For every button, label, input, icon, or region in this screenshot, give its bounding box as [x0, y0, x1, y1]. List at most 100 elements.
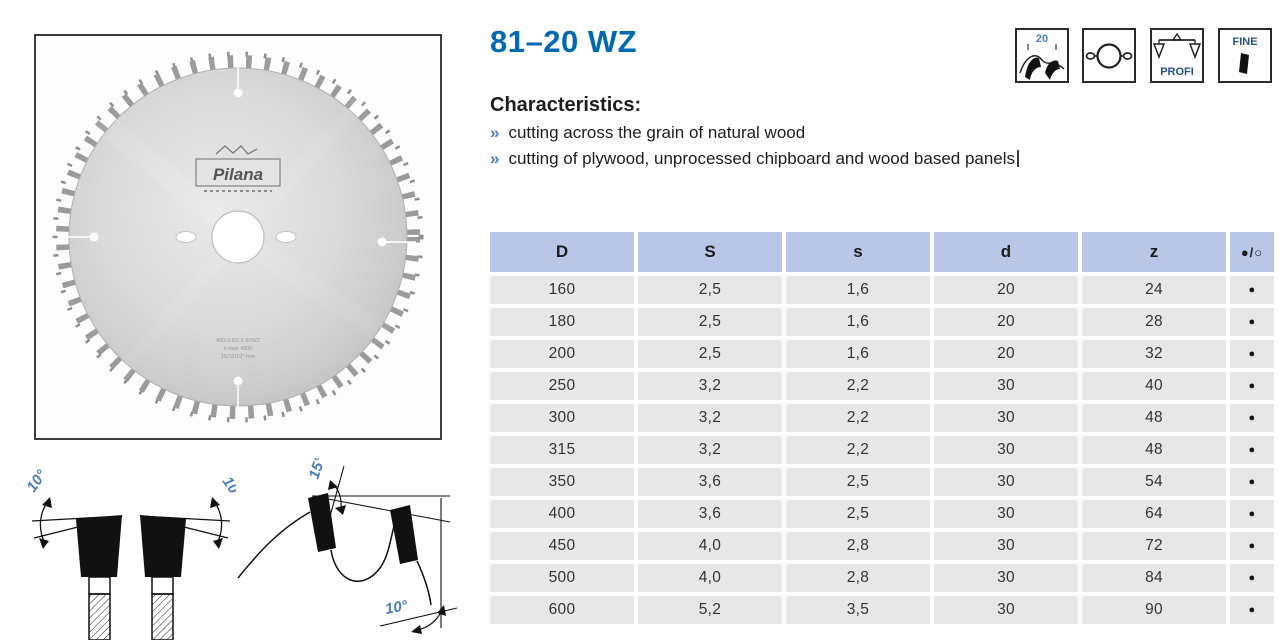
pin-hole-right	[275, 231, 297, 243]
table-cell: 2,2	[786, 404, 930, 432]
fine-finish-badge: FINE	[1218, 28, 1272, 83]
table-cell: 2,2	[786, 436, 930, 464]
availability-dot-cell: ●	[1230, 468, 1274, 496]
table-cell: 3,6	[638, 500, 782, 528]
table-cell: 500	[490, 564, 634, 592]
bore-pinholes-icon	[1085, 43, 1133, 69]
right-tooth	[140, 515, 186, 577]
bore-badge	[1082, 28, 1136, 83]
table-cell: 2,2	[786, 372, 930, 400]
table-cell: 200	[490, 340, 634, 368]
tooth-pitch-badge: 20	[1015, 28, 1069, 83]
table-cell: 20	[934, 308, 1078, 336]
left-tooth	[76, 515, 122, 577]
characteristics-heading: Characteristics:	[490, 94, 642, 116]
center-bore	[211, 210, 265, 264]
availability-dot-cell: ●	[1230, 308, 1274, 336]
table-header-cell: s	[786, 232, 930, 272]
table-cell: 160	[490, 276, 634, 304]
chip-icon	[1239, 53, 1249, 74]
saw-blade-image: Pilana 400-3,6/2,5 60WZ n max 4800 15/10…	[52, 51, 424, 423]
table-cell: 3,5	[786, 596, 930, 624]
logo-squiggle	[215, 145, 258, 155]
availability-dot-cell: ●	[1230, 340, 1274, 368]
tooth-front-view-diagram: 10° 10°	[26, 466, 236, 640]
table-cell: 30	[934, 500, 1078, 528]
availability-dot-cell: ●	[1230, 372, 1274, 400]
table-cell: 300	[490, 404, 634, 432]
table-cell: 4,0	[638, 564, 782, 592]
table-cell: 2,5	[786, 500, 930, 528]
side-right-tooth	[390, 505, 418, 564]
fine-label: FINE	[1232, 36, 1257, 48]
table-header-cell: D	[490, 232, 634, 272]
svg-text:n max 4800: n max 4800	[224, 346, 253, 352]
table-cell: 2,5	[638, 340, 782, 368]
table-cell: 30	[934, 564, 1078, 592]
table-cell: 2,5	[638, 308, 782, 336]
front-left-angle-label: 10°	[26, 466, 51, 495]
text-cursor	[1017, 150, 1019, 167]
table-cell: 450	[490, 532, 634, 560]
tooth-profile-icon	[1019, 44, 1065, 80]
table-cell: 1,6	[786, 308, 930, 336]
table-cell: 84	[1082, 564, 1226, 592]
bullet-text-1[interactable]: cutting across the grain of natural wood	[508, 123, 806, 142]
table-cell: 30	[934, 596, 1078, 624]
table-cell: 30	[934, 372, 1078, 400]
table-cell: 30	[934, 404, 1078, 432]
table-cell: 600	[490, 596, 634, 624]
table-cell: 90	[1082, 596, 1226, 624]
table-cell: 24	[1082, 276, 1226, 304]
svg-text:400-3,6/2,5 60WZ: 400-3,6/2,5 60WZ	[216, 338, 261, 344]
blade-teeth-ring	[56, 55, 420, 419]
table-cell: 250	[490, 372, 634, 400]
bullet-text-2[interactable]: cutting of plywood, unprocessed chipboar…	[508, 149, 1016, 168]
table-cell: 1,6	[786, 340, 930, 368]
scale-icon	[1152, 32, 1202, 60]
blade-photo-frame: Pilana 400-3,6/2,5 60WZ n max 4800 15/10…	[34, 34, 442, 440]
table-cell: 32	[1082, 340, 1226, 368]
table-cell: 3,2	[638, 436, 782, 464]
table-header-cell: ●/○	[1230, 232, 1274, 272]
side-bottom-angle-label: 10°	[384, 597, 410, 618]
table-cell: 20	[934, 276, 1078, 304]
table-cell: 48	[1082, 436, 1226, 464]
availability-dot-cell: ●	[1230, 564, 1274, 592]
profi-label: PROFI	[1160, 66, 1194, 78]
svg-text:15/10/10° mm: 15/10/10° mm	[221, 354, 256, 360]
product-code-title: 81–20 WZ	[490, 24, 638, 59]
tooth-side-view-diagram: 15° 10°	[237, 458, 458, 634]
profi-quality-badge: PROFI	[1150, 28, 1204, 83]
side-top-angle-label: 15°	[306, 458, 329, 481]
bullet-marker: »	[490, 123, 500, 142]
availability-dot-cell: ●	[1230, 276, 1274, 304]
blade-etched-text: 400-3,6/2,5 60WZ n max 4800 15/10/10° mm	[216, 338, 261, 360]
table-cell: 2,5	[786, 468, 930, 496]
table-cell: 1,6	[786, 276, 930, 304]
table-cell: 2,8	[786, 564, 930, 592]
table-header-cell: S	[638, 232, 782, 272]
table-cell: 400	[490, 500, 634, 528]
table-cell: 30	[934, 532, 1078, 560]
table-cell: 20	[934, 340, 1078, 368]
table-cell: 72	[1082, 532, 1226, 560]
bullet-marker: »	[490, 149, 500, 168]
table-cell: 28	[1082, 308, 1226, 336]
table-cell: 30	[934, 468, 1078, 496]
table-cell: 4,0	[638, 532, 782, 560]
list-item: » cutting across the grain of natural woo…	[490, 120, 1019, 146]
blade-sheen	[88, 90, 392, 371]
tooth-pitch-value: 20	[1036, 33, 1048, 45]
availability-dot-cell: ●	[1230, 532, 1274, 560]
availability-dot-cell: ●	[1230, 404, 1274, 432]
availability-dot-cell: ●	[1230, 500, 1274, 528]
pin-hole-left	[175, 231, 197, 243]
table-cell: 2,5	[638, 276, 782, 304]
availability-dot-cell: ●	[1230, 436, 1274, 464]
table-cell: 2,8	[786, 532, 930, 560]
side-left-tooth	[308, 493, 336, 552]
table-cell: 30	[934, 436, 1078, 464]
table-cell: 48	[1082, 404, 1226, 432]
